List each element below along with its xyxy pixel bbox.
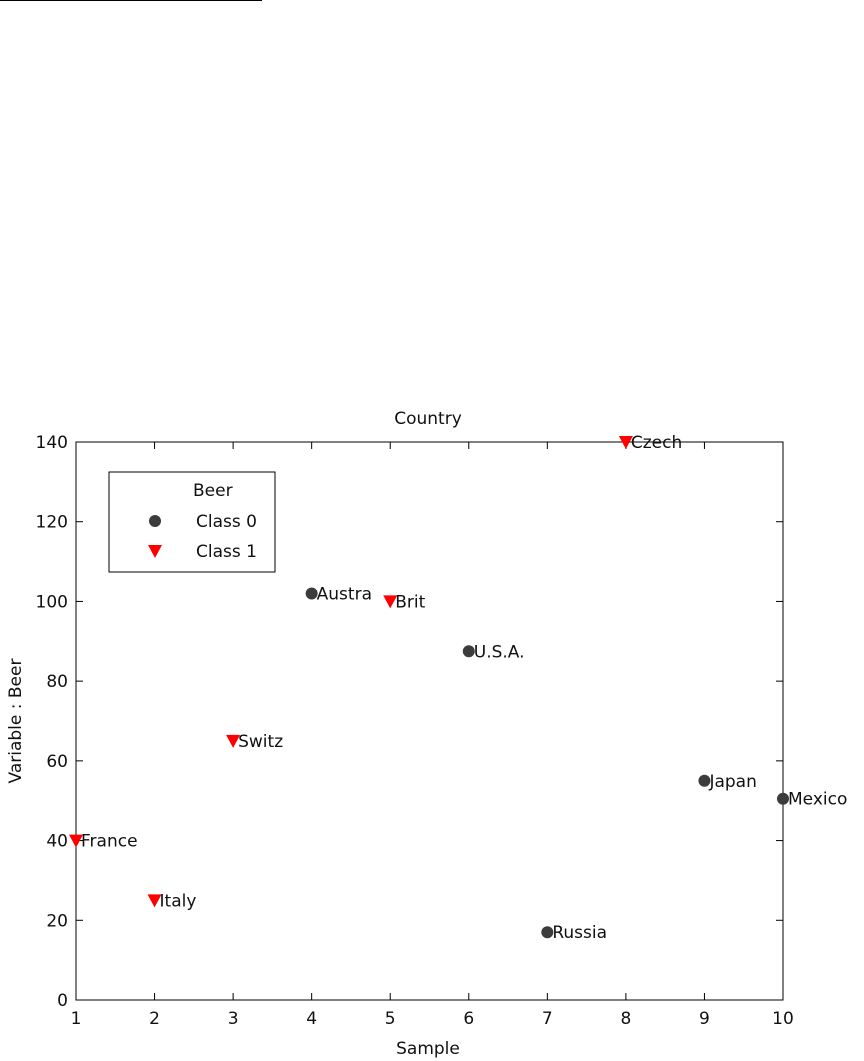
y-tick-label: 40 bbox=[46, 832, 68, 852]
x-tick-label: 6 bbox=[463, 1009, 474, 1029]
point-france bbox=[69, 834, 83, 848]
legend-label: Class 1 bbox=[196, 542, 257, 562]
y-tick-label: 120 bbox=[36, 513, 68, 533]
legend-marker-0 bbox=[149, 515, 161, 527]
x-tick-label: 4 bbox=[306, 1009, 317, 1029]
plot-frame bbox=[75, 441, 784, 1001]
y-axis-label: Variable : Beer bbox=[6, 659, 26, 784]
y-tick-label: 140 bbox=[36, 433, 68, 453]
y-tick-label: 60 bbox=[46, 752, 68, 772]
x-tick-label: 3 bbox=[228, 1009, 239, 1029]
point-label: Brit bbox=[395, 592, 425, 612]
point-label: U.S.A. bbox=[474, 642, 525, 662]
point-switz bbox=[226, 734, 241, 748]
legend-entries: Class 0 Class 1 bbox=[148, 512, 257, 562]
point-label: Mexico bbox=[788, 790, 847, 810]
x-tick-label: 10 bbox=[772, 1009, 794, 1029]
x-axis-label: Sample bbox=[396, 1039, 460, 1059]
y-tick-label: 20 bbox=[46, 911, 68, 931]
point-label: Italy bbox=[160, 891, 197, 911]
y-tick-label: 80 bbox=[46, 672, 68, 692]
top-rule bbox=[0, 0, 262, 1]
point-brit bbox=[383, 595, 398, 609]
x-tick-label: 7 bbox=[542, 1009, 553, 1029]
x-tick-label: 2 bbox=[149, 1009, 160, 1029]
point-japan bbox=[698, 774, 711, 787]
point-label: Russia bbox=[552, 923, 607, 943]
legend-marker-1 bbox=[148, 545, 162, 558]
point-austra bbox=[305, 587, 318, 600]
x-tick-label: 9 bbox=[699, 1009, 710, 1029]
legend-box bbox=[108, 471, 276, 573]
x-axis: 1 2 3 4 5 6 7 8 9 10 bbox=[71, 442, 794, 1029]
point-label: Austra bbox=[317, 584, 372, 604]
point-mexico bbox=[777, 792, 789, 805]
data-points: Austra U.S.A. Russia Japan Mexico France Italy… bbox=[69, 433, 847, 943]
point-czech bbox=[618, 436, 633, 449]
point-label: Czech bbox=[631, 433, 682, 453]
point-usa bbox=[462, 645, 475, 658]
x-tick-label: 5 bbox=[385, 1009, 396, 1029]
y-tick-label: 100 bbox=[36, 592, 68, 612]
x-tick-label: 1 bbox=[71, 1009, 82, 1029]
point-label: France bbox=[81, 832, 138, 852]
y-axis: 0 20 40 60 80 100 120 140 bbox=[36, 433, 783, 1011]
point-label: Japan bbox=[708, 772, 756, 792]
x-tick-label: 8 bbox=[620, 1009, 631, 1029]
chart-title: Country bbox=[394, 409, 462, 429]
point-label: Switz bbox=[238, 732, 283, 752]
point-russia bbox=[541, 926, 554, 939]
y-tick-label: 0 bbox=[57, 991, 68, 1011]
legend-title: Beer bbox=[193, 481, 233, 501]
point-italy bbox=[147, 894, 162, 908]
legend: Beer Class 0 Class 1 bbox=[108, 471, 276, 573]
legend-label: Class 0 bbox=[196, 512, 257, 532]
